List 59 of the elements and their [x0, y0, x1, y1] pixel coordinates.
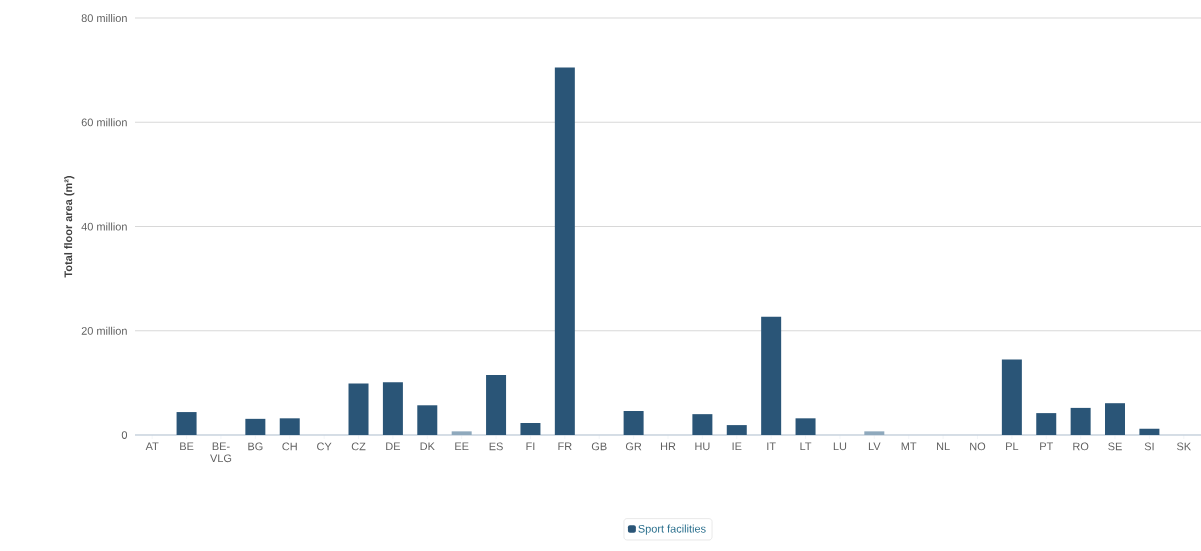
- bar: [176, 412, 197, 435]
- x-tick-label: NL: [936, 442, 950, 451]
- x-tick-label: MT: [901, 442, 917, 451]
- x-tick-label: GB: [591, 442, 607, 451]
- x-tick-label: CZ: [351, 442, 366, 451]
- x-tick-label: LV: [868, 442, 881, 451]
- x-tick-label: BE: [180, 442, 194, 451]
- x-tick-label: AT: [145, 442, 159, 451]
- bar: [623, 411, 644, 435]
- bar: [451, 431, 472, 435]
- bar: [1070, 407, 1091, 435]
- bar: [382, 382, 403, 435]
- x-tick-label: BE-VLG: [210, 442, 232, 463]
- bar: [1139, 428, 1160, 435]
- bar: [1036, 413, 1057, 435]
- x-tick-label: ES: [489, 442, 503, 451]
- x-tick-label: HU: [695, 442, 710, 451]
- y-tick-label: 0: [121, 431, 128, 439]
- bar: [1001, 359, 1022, 435]
- x-tick-label: EE: [455, 442, 469, 451]
- x-tick-label: CY: [317, 442, 332, 451]
- y-tick-label: 80 million: [81, 13, 127, 23]
- bar: [726, 425, 747, 435]
- x-tick-label: IE: [732, 442, 742, 451]
- x-tick-label: IT: [767, 442, 776, 451]
- y-tick-label: 40 million: [81, 222, 127, 231]
- y-axis-title: Total floor area (m²): [64, 176, 75, 278]
- x-tick-label: PL: [1006, 442, 1019, 451]
- bar: [520, 423, 541, 435]
- x-tick-label: SI: [1144, 442, 1154, 451]
- bar: [795, 418, 816, 435]
- bar: [348, 383, 369, 435]
- bar: [1105, 403, 1126, 435]
- x-tick-label: RO: [1073, 442, 1089, 451]
- y-tick-label: 60 million: [81, 118, 127, 127]
- bar: [761, 316, 782, 435]
- y-tick-label: 20 million: [81, 326, 127, 335]
- x-tick-label: DK: [420, 442, 435, 451]
- bar: [279, 418, 300, 435]
- x-tick-label: CH: [282, 442, 297, 451]
- x-tick-label: BG: [248, 442, 263, 451]
- x-tick-label: LT: [800, 442, 812, 451]
- x-tick-label: NO: [970, 442, 986, 451]
- x-tick-label: PT: [1040, 442, 1053, 451]
- bar: [692, 414, 713, 435]
- bar: [486, 375, 507, 435]
- bar: [417, 405, 438, 435]
- legend-label: Sport facilities: [638, 524, 706, 535]
- bar: [864, 431, 885, 435]
- x-tick-label: FI: [526, 442, 535, 451]
- x-tick-label: HR: [660, 442, 676, 451]
- x-tick-label: SK: [1176, 442, 1191, 451]
- x-tick-label: DE: [386, 442, 401, 451]
- x-tick-label: SE: [1108, 442, 1122, 451]
- bar: [245, 418, 266, 435]
- x-tick-label: LU: [833, 442, 847, 451]
- x-tick-label: FR: [558, 442, 572, 451]
- bar: [554, 67, 575, 435]
- x-tick-label: GR: [625, 442, 642, 451]
